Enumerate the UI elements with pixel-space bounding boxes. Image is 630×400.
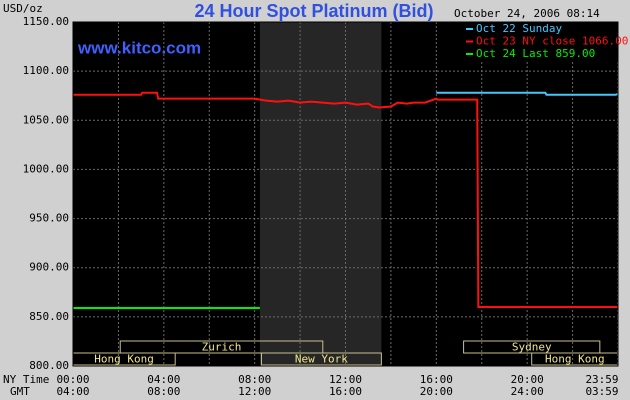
market-label: Sydney [512, 341, 552, 354]
x-tick-label: 16:00 [420, 373, 453, 386]
legend-box [462, 22, 618, 62]
x-tick-label: 08:00 [238, 373, 271, 386]
x-tick-label: 12:00 [329, 373, 362, 386]
y-tick-label: 1000.00 [23, 162, 69, 175]
market-label: Hong Kong [545, 353, 605, 366]
gmt-tick-label: 24:00 [511, 385, 544, 398]
x-tick-label: 23:59 [585, 373, 618, 386]
y-tick-label: 800.00 [29, 359, 69, 372]
series-line [436, 91, 619, 96]
gmt-tick-label: 20:00 [420, 385, 453, 398]
gmt-tick-label: 03:59 [585, 385, 618, 398]
y-tick-label: 1150.00 [23, 15, 69, 28]
market-band [260, 352, 382, 366]
gmt-tick-label: 08:00 [147, 385, 180, 398]
market-label: Zurich [202, 341, 242, 354]
x-tick-label: 20:00 [511, 373, 544, 386]
legend-label: Oct 24 Last 859.00 [476, 47, 595, 60]
series-line [73, 91, 618, 309]
y-tick-label: 850.00 [29, 310, 69, 323]
chart-title: 24 Hour Spot Platinum (Bid) [194, 1, 433, 21]
gmt-tick-label: 12:00 [238, 385, 271, 398]
x-tick-label: 04:00 [147, 373, 180, 386]
x-tick-label: 00:00 [56, 373, 89, 386]
y-tick-label: 1050.00 [23, 113, 69, 126]
y-tick-label: 950.00 [29, 212, 69, 225]
y-tick-label: 900.00 [29, 261, 69, 274]
x-row-label: GMT [10, 385, 30, 398]
gmt-tick-label: 16:00 [329, 385, 362, 398]
gmt-tick-label: 04:00 [56, 385, 89, 398]
x-row-label: NY Time [3, 373, 49, 386]
plot-frame [72, 21, 619, 367]
market-label: New York [295, 353, 348, 366]
legend-label: Oct 22 Sunday [476, 22, 562, 35]
y-tick-label: 1100.00 [23, 64, 69, 77]
timestamp: October 24, 2006 08:14 [454, 7, 600, 20]
market-label: Hong Kong [94, 353, 154, 366]
site-annotation: www.kitco.com [77, 38, 201, 57]
shaded-region [259, 22, 382, 366]
market-band [119, 340, 324, 354]
y-axis-label: USD/oz [3, 2, 43, 15]
legend-label: Oct 23 NY close 1066.00 [476, 35, 628, 48]
